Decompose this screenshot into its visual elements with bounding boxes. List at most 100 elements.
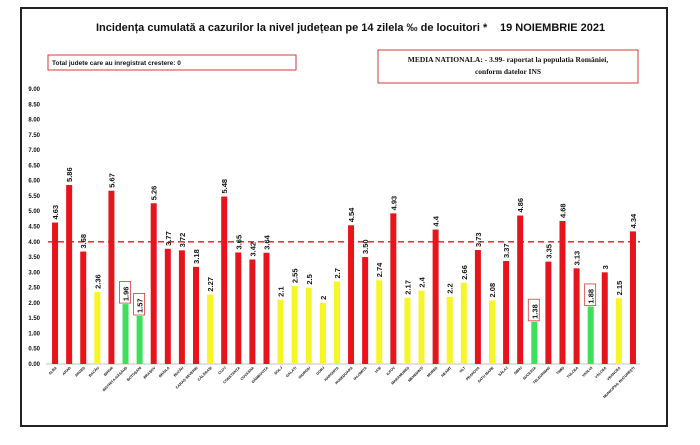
data-label-box	[527, 298, 540, 322]
bar	[573, 268, 580, 364]
x-tick-label: CLUJ	[217, 366, 226, 375]
data-label: 3.35	[544, 244, 553, 259]
x-tick-label: SĂLAJ	[497, 365, 509, 377]
bar	[150, 203, 157, 364]
bar	[178, 250, 185, 364]
y-tick-label: 5.00	[28, 209, 40, 215]
data-label: 5.86	[65, 167, 74, 182]
y-tick-label: 9.00	[28, 87, 40, 93]
x-tick-label: VÂLCEA	[593, 365, 607, 379]
data-label: 5.48	[220, 179, 229, 194]
data-label-box	[133, 293, 146, 316]
x-tick-label: BOTOȘANI	[126, 366, 142, 382]
info-box-text: Total judete care au inregistrat crester…	[52, 60, 181, 67]
x-tick-label: BIHOR	[103, 366, 114, 377]
y-axis: 0.00 0.50 1.00 1.50 2.00 2.50 3.00 3.50 4.00 4.50…	[28, 87, 640, 368]
bar	[193, 266, 199, 364]
data-label: 3.64	[262, 234, 271, 249]
bar	[531, 321, 538, 364]
y-tick-label: 0.00	[28, 362, 40, 368]
data-label: 2.08	[488, 283, 497, 298]
chart-frame: Incidența cumulată a cazurilor la nivel …	[20, 7, 668, 427]
x-tick-label: NEAMȚ	[441, 365, 453, 377]
bar	[446, 296, 453, 364]
bar	[460, 282, 467, 364]
data-label: 4.93	[389, 196, 398, 211]
x-tick-label: GORJ	[316, 366, 326, 376]
x-tick-label: BRAȘOV	[143, 365, 157, 379]
data-label: 3.73	[474, 232, 483, 247]
x-tick-label: BUZĂU	[172, 365, 185, 378]
data-label: 2.5	[305, 274, 314, 284]
bar	[601, 272, 608, 364]
data-label: 2.15	[615, 281, 624, 296]
bar	[404, 297, 411, 364]
y-tick-label: 7.00	[28, 148, 40, 154]
bar	[629, 231, 636, 364]
x-tick-label: IALOMIȚA	[353, 366, 368, 381]
x-tick-label: BACĂU	[87, 365, 100, 378]
data-label: 2.4	[418, 276, 427, 287]
x-tick-label: BISTRIȚA-NĂSĂUD	[101, 365, 128, 392]
data-label-box	[119, 281, 131, 304]
chart-date: 19 NOIEMBRIE 2021	[500, 22, 605, 34]
bar	[333, 281, 340, 364]
bar	[319, 302, 326, 364]
y-tick-label: 3.50	[28, 255, 40, 261]
bar-series	[52, 184, 636, 364]
data-label-box	[584, 283, 597, 306]
data-label: 1.96	[122, 287, 131, 302]
y-tick-label: 6.00	[28, 179, 40, 185]
data-label: 4.86	[516, 198, 525, 213]
data-label: 1.88	[587, 289, 596, 304]
bar	[249, 259, 256, 364]
data-label: 2.74	[375, 262, 384, 277]
data-label: 2.1	[277, 286, 286, 296]
bar	[432, 229, 439, 364]
bar	[390, 213, 397, 364]
data-label: 3.77	[164, 231, 173, 246]
y-tick-label: 0.50	[28, 347, 40, 353]
national-average-box	[377, 49, 639, 84]
bar	[235, 252, 242, 364]
y-tick-label: 7.50	[28, 133, 40, 139]
x-axis-labels: ALBA ARAD ARGEȘ BACĂU BIHORBISTRIȚA-NĂSĂUDBO…	[48, 365, 636, 399]
bar	[489, 300, 495, 364]
data-label: 2.55	[291, 268, 300, 283]
bar	[94, 291, 101, 364]
info-box	[47, 54, 297, 71]
data-label: 3.50	[361, 239, 370, 254]
bar	[348, 225, 355, 364]
bar	[52, 222, 59, 364]
y-tick-label: 2.50	[28, 286, 40, 292]
y-tick-label: 1.00	[28, 331, 40, 337]
data-label: 2.17	[403, 280, 412, 295]
data-labels: 4.63 5.86 3.68 2.36 5.67 1.96 1.57 5.26 3.77 3.72…	[51, 167, 638, 322]
bar	[418, 290, 425, 364]
bar	[517, 215, 524, 364]
x-tick-label: BRĂILA	[157, 365, 170, 378]
bar	[587, 306, 594, 364]
x-tick-label: VASLUI	[581, 366, 593, 378]
y-tick-label: 1.50	[28, 316, 40, 322]
data-label: 3.68	[79, 234, 88, 249]
data-label: 4.34	[629, 213, 638, 228]
x-tick-label: TULCEA	[566, 366, 579, 379]
chart-title: Incidența cumulată a cazurilor la nivel …	[96, 22, 488, 34]
national-average-line1: MEDIA NATIONALA: - 3.99- raportat la pop…	[408, 55, 609, 64]
y-tick-label: 3.00	[28, 270, 40, 276]
x-tick-label: IAȘI	[374, 366, 382, 374]
data-label: 2.2	[446, 283, 455, 293]
y-tick-label: 8.50	[28, 102, 40, 108]
data-label: 3	[601, 265, 610, 269]
bar	[559, 221, 566, 364]
data-label: 3.72	[178, 233, 187, 248]
data-label: 2.7	[333, 268, 342, 278]
data-label: 3.37	[502, 243, 511, 258]
data-label: 3.13	[573, 251, 582, 266]
bar	[263, 252, 270, 364]
data-label: 2	[319, 296, 328, 300]
bar	[474, 250, 481, 364]
bar	[291, 286, 298, 364]
x-tick-label: GIURGIU	[298, 366, 312, 380]
